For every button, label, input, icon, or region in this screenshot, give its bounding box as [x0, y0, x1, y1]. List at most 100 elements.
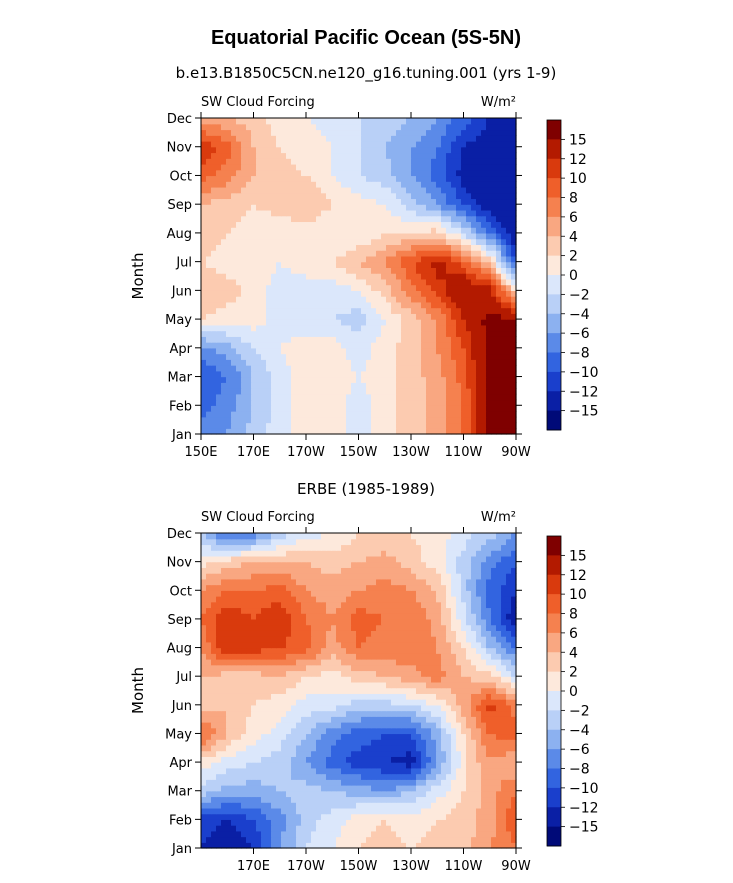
- heatmap-cell: [281, 278, 287, 286]
- heatmap-cell: [311, 261, 317, 268]
- heatmap-cell: [226, 756, 232, 763]
- heatmap-cell: [341, 819, 347, 826]
- heatmap-cell: [226, 152, 232, 159]
- heatmap-cell: [421, 842, 427, 849]
- colorbar-swatch: [547, 371, 561, 392]
- heatmap-cell: [441, 267, 447, 274]
- heatmap-cell: [401, 152, 407, 159]
- heatmap-cell: [391, 842, 397, 849]
- heatmap-cell: [201, 388, 207, 395]
- heatmap-cell: [256, 250, 262, 257]
- heatmap-cell: [371, 422, 377, 429]
- heatmap-cell: [476, 215, 482, 223]
- heatmap-cell: [296, 261, 302, 268]
- heatmap-cell: [486, 140, 492, 148]
- heatmap-cell: [271, 807, 277, 815]
- heatmap-cell: [301, 790, 307, 798]
- heatmap-cell: [236, 416, 242, 424]
- heatmap-cell: [396, 756, 402, 763]
- heatmap-cell: [256, 140, 262, 148]
- heatmap-cell: [356, 175, 362, 182]
- heatmap-cell: [241, 353, 247, 360]
- heatmap-cell: [511, 301, 517, 309]
- heatmap-cell: [276, 779, 282, 786]
- heatmap-cell: [301, 428, 307, 435]
- heatmap-cell: [296, 773, 302, 780]
- heatmap-cell: [436, 365, 442, 372]
- heatmap-cell: [391, 411, 397, 418]
- heatmap-cell: [346, 347, 352, 355]
- heatmap-cell: [441, 273, 447, 280]
- heatmap-cell: [276, 307, 282, 314]
- heatmap-cell: [206, 825, 212, 832]
- heatmap-cell: [201, 802, 207, 809]
- heatmap-cell: [236, 802, 242, 809]
- heatmap-cell: [246, 802, 252, 809]
- heatmap-cell: [271, 290, 277, 297]
- heatmap-cell: [371, 307, 377, 314]
- heatmap-cell: [466, 204, 472, 211]
- heatmap-cell: [211, 319, 217, 326]
- heatmap-cell: [271, 376, 277, 383]
- heatmap-cell: [511, 307, 517, 314]
- heatmap-cell: [221, 802, 227, 809]
- heatmap-cell: [411, 221, 417, 228]
- heatmap-cell: [266, 353, 272, 360]
- heatmap-cell: [506, 273, 512, 280]
- heatmap-cell: [236, 347, 242, 355]
- heatmap-cell: [341, 399, 347, 406]
- heatmap-cell: [396, 140, 402, 148]
- heatmap-cell: [366, 135, 372, 142]
- heatmap-cell: [456, 307, 462, 314]
- heatmap-cell: [216, 785, 222, 792]
- heatmap-cell: [486, 790, 492, 798]
- heatmap-cell: [346, 428, 352, 435]
- heatmap-cell: [296, 152, 302, 159]
- heatmap-cell: [466, 175, 472, 182]
- heatmap-cell: [241, 307, 247, 314]
- heatmap-cell: [266, 347, 272, 355]
- heatmap-cell: [411, 290, 417, 297]
- heatmap-cell: [391, 779, 397, 786]
- heatmap-cell: [301, 186, 307, 194]
- heatmap-cell: [421, 376, 427, 383]
- heatmap-cell: [201, 227, 207, 234]
- heatmap-cell: [361, 267, 367, 274]
- heatmap-cell: [396, 739, 402, 746]
- heatmap-cell: [256, 186, 262, 194]
- heatmap-cell: [371, 779, 377, 786]
- heatmap-cell: [321, 796, 327, 803]
- heatmap-cell: [456, 347, 462, 355]
- heatmap-cell: [511, 135, 517, 142]
- heatmap-cell: [271, 830, 277, 838]
- heatmap-cell: [311, 158, 317, 165]
- heatmap-cell: [286, 307, 292, 314]
- heatmap-cell: [341, 313, 347, 320]
- heatmap-cell: [476, 135, 482, 142]
- heatmap-cell: [411, 756, 417, 763]
- heatmap-cell: [261, 336, 267, 343]
- heatmap-cell: [451, 744, 457, 752]
- heatmap-cell: [336, 405, 342, 412]
- heatmap-cell: [201, 135, 207, 142]
- heatmap-cell: [261, 140, 267, 148]
- heatmap-cell: [411, 192, 417, 200]
- heatmap-cell: [301, 405, 307, 412]
- heatmap-cell: [286, 313, 292, 320]
- heatmap-cell: [201, 411, 207, 418]
- heatmap-cell: [446, 756, 452, 763]
- heatmap-cell: [271, 273, 277, 280]
- heatmap-cell: [486, 158, 492, 165]
- heatmap-cell: [461, 802, 467, 809]
- heatmap-cell: [416, 261, 422, 268]
- heatmap-cell: [461, 359, 467, 366]
- heatmap-cell: [321, 118, 327, 125]
- heatmap-cell: [416, 198, 422, 205]
- colorbar-label: −8: [569, 346, 590, 362]
- heatmap-cell: [351, 273, 357, 280]
- heatmap-cell: [476, 192, 482, 200]
- heatmap-cell: [251, 422, 257, 429]
- heatmap-cell: [451, 255, 457, 263]
- heatmap-cell: [411, 365, 417, 372]
- heatmap-cell: [366, 129, 372, 136]
